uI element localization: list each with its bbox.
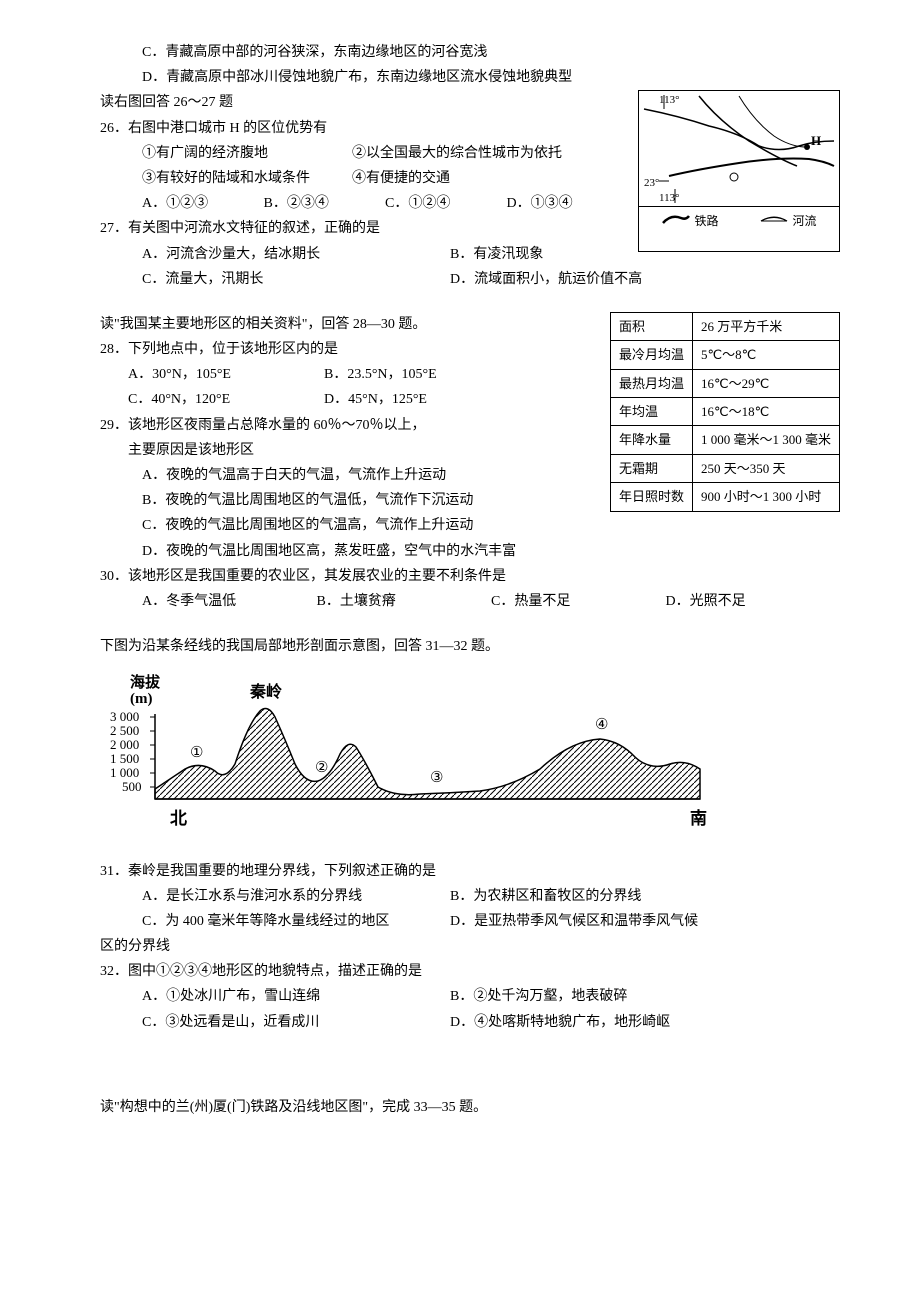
q31-a: A．是长江水系与淮河水系的分界线	[100, 884, 450, 909]
tick-1500: 1 500	[110, 751, 139, 766]
q28-a: A．30°N，105°E	[100, 362, 324, 387]
q26-c: C．①②④	[385, 191, 507, 216]
map-svg: 113° H 23° 113°	[639, 91, 839, 206]
tick-3000: 3 000	[110, 709, 139, 724]
q26-b: B．②③④	[264, 191, 386, 216]
table-cell: 16℃～29℃	[692, 369, 839, 397]
q30-stem: 30．该地形区是我国重要的农业区，其发展农业的主要不利条件是	[100, 564, 840, 589]
table-cell: 年日照时数	[610, 483, 692, 511]
q28-b: B．23.5°N，105°E	[324, 362, 437, 387]
table-row: 面积26 万平方千米	[610, 312, 839, 340]
q32-stem: 32．图中①②③④地形区的地貌特点，描述正确的是	[100, 959, 840, 984]
q27-d: D．流域面积小，航运价值不高	[450, 267, 840, 292]
table-cell: 年降水量	[610, 426, 692, 454]
table-cell: 26 万平方千米	[692, 312, 839, 340]
prior-option-d: D．青藏高原中部冰川侵蚀地貌广布，东南边缘地区流水侵蚀地貌典型	[100, 65, 840, 90]
intro-33-35: 读"构想中的兰(州)厦(门)铁路及沿线地区图"，完成 33—35 题。	[100, 1095, 840, 1120]
q30-a: A．冬季气温低	[142, 589, 317, 614]
table-row: 最热月均温16℃～29℃	[610, 369, 839, 397]
q30-c: C．热量不足	[491, 589, 666, 614]
q26-a: A．①②③	[142, 191, 264, 216]
q29-c: C．夜晚的气温比周围地区的气温高，气流作上升运动	[100, 513, 840, 538]
table-cell: 5℃～8℃	[692, 341, 839, 369]
q28-d: D．45°N，125°E	[324, 387, 427, 412]
q30-b: B．土壤贫瘠	[317, 589, 492, 614]
table-cell: 年均温	[610, 398, 692, 426]
q31-b: B．为农耕区和畜牧区的分界线	[450, 884, 840, 909]
q26-n1: ①有广阔的经济腹地	[142, 141, 352, 166]
table-cell: 最热月均温	[610, 369, 692, 397]
ylabel-1: 海拔	[130, 673, 161, 691]
mark-3: ③	[430, 770, 443, 786]
mark-2: ②	[315, 760, 328, 776]
q32-b: B．②处千沟万壑，地表破碎	[450, 984, 840, 1009]
q26-n2: ②以全国最大的综合性城市为依托	[352, 141, 562, 166]
q31-stem: 31．秦岭是我国重要的地理分界线，下列叙述正确的是	[100, 859, 840, 884]
tick-2000: 2 000	[110, 737, 139, 752]
profile-path	[155, 709, 700, 799]
table-cell: 900 小时～1 300 小时	[692, 483, 839, 511]
table-cell: 无霜期	[610, 454, 692, 482]
qinling-label: 秦岭	[249, 682, 282, 701]
railway-line-2	[699, 96, 797, 166]
lon-label-top: 113°	[659, 94, 680, 106]
mark-4: ④	[595, 717, 608, 733]
tick-500: 500	[122, 779, 142, 794]
table-cell: 面积	[610, 312, 692, 340]
table-row: 年均温16℃～18℃	[610, 398, 839, 426]
h-point	[804, 144, 810, 150]
q31-d: D．是亚热带季风气候区和温带季风气候	[450, 909, 840, 934]
legend-rail: 铁路	[661, 211, 718, 233]
table-row: 年日照时数900 小时～1 300 小时	[610, 483, 839, 511]
q26-d: D．①③④	[507, 191, 629, 216]
data-table: 面积26 万平方千米最冷月均温5℃～8℃最热月均温16℃～29℃年均温16℃～1…	[610, 312, 840, 512]
table-cell: 250 天～350 天	[692, 454, 839, 482]
tick-1000: 1 000	[110, 765, 139, 780]
q28-c: C．40°N，120°E	[100, 387, 324, 412]
south-label: 南	[690, 808, 707, 828]
table-row: 年降水量1 000 毫米～1 300 毫米	[610, 426, 839, 454]
q32-c: C．③处远看是山，近看成川	[100, 1010, 450, 1035]
profile-figure: 海拔 (m) 3 000 2 500 2 000 1 500 1 000 500…	[100, 669, 720, 848]
table-cell: 1 000 毫米～1 300 毫米	[692, 426, 839, 454]
lat-label: 23°	[644, 177, 659, 189]
ylabel-2: (m)	[130, 691, 153, 707]
q27-c: C．流量大，汛期长	[100, 267, 450, 292]
legend-river: 河流	[759, 211, 816, 233]
tick-2500: 2 500	[110, 723, 139, 738]
q29-d: D．夜晚的气温比周围地区高，蒸发旺盛，空气中的水汽丰富	[100, 539, 840, 564]
q32-d: D．④处喀斯特地貌广布，地形崎岖	[450, 1010, 840, 1035]
q26-n4: ④有便捷的交通	[352, 166, 450, 191]
q27-a: A．河流含沙量大，结冰期长	[100, 242, 450, 267]
h-label: H	[811, 133, 821, 148]
q31-c: C．为 400 毫米年等降水量线经过的地区	[100, 909, 450, 934]
table-cell: 16℃～18℃	[692, 398, 839, 426]
lon-label-bottom: 113°	[659, 192, 680, 204]
river-line	[669, 159, 834, 177]
city-circle	[730, 173, 738, 181]
table-row: 无霜期250 天～350 天	[610, 454, 839, 482]
prior-option-c: C．青藏高原中部的河谷狭深，东南边缘地区的河谷宽浅	[100, 40, 840, 65]
mark-1: ①	[190, 745, 203, 761]
q32-a: A．①处冰川广布，雪山连绵	[100, 984, 450, 1009]
table-row: 最冷月均温5℃～8℃	[610, 341, 839, 369]
q27-b: B．有凌汛现象	[450, 242, 628, 267]
table-cell: 最冷月均温	[610, 341, 692, 369]
q31-tail: 区的分界线	[100, 934, 840, 959]
q26-n3: ③有较好的陆域和水域条件	[142, 166, 352, 191]
intro-31-32: 下图为沿某条经线的我国局部地形剖面示意图，回答 31—32 题。	[100, 634, 840, 659]
map-figure: 113° H 23° 113° 铁路 河流	[638, 90, 840, 252]
north-label: 北	[170, 809, 187, 828]
railway-line-1	[644, 109, 834, 150]
q30-d: D．光照不足	[666, 589, 841, 614]
